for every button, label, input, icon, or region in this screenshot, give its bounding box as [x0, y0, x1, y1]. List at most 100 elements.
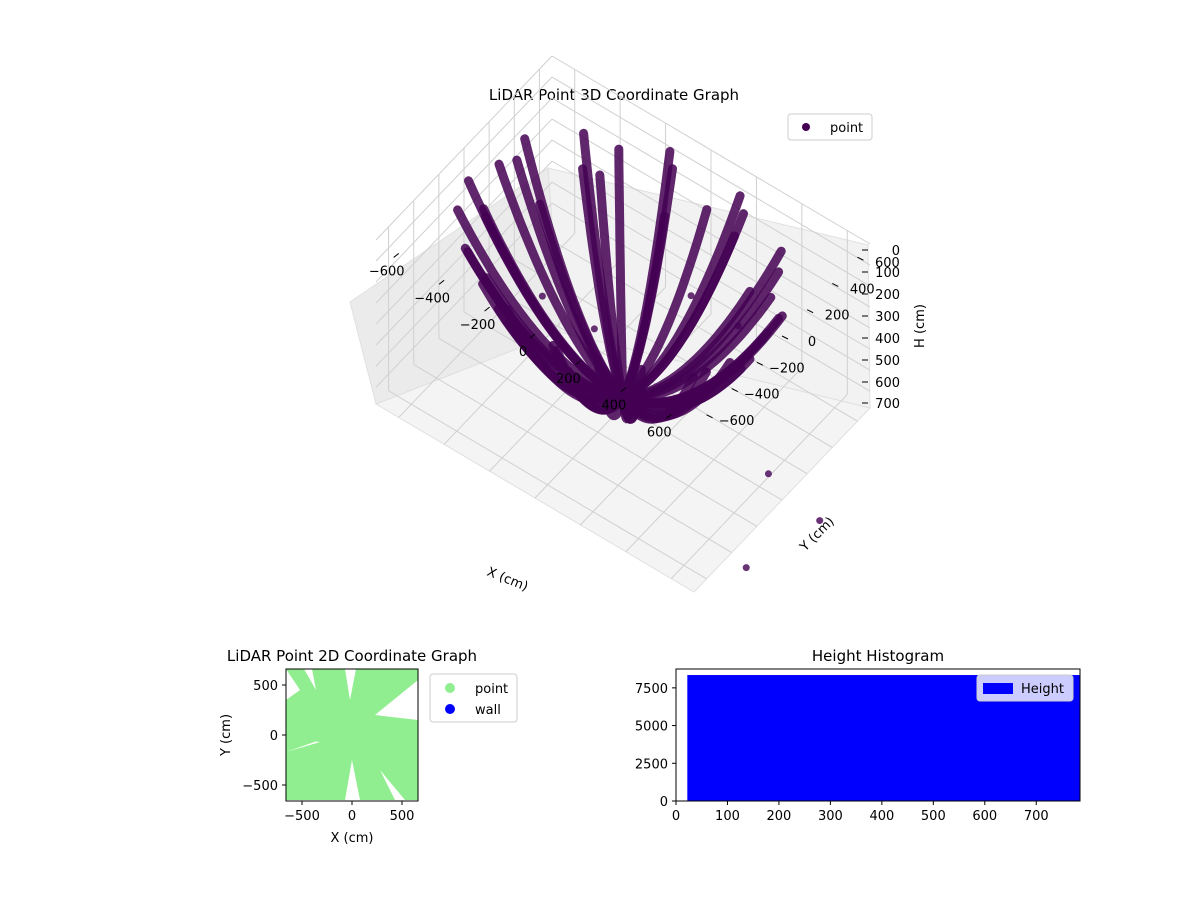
legend-3d: point — [787, 113, 873, 141]
x-tick-3d — [484, 306, 490, 312]
point-arm — [618, 286, 755, 403]
outlier-point — [687, 292, 695, 300]
x-tick-label-2d: −500 — [284, 809, 320, 824]
z-axis-3d: 0 100 200 300 400 500 600 700 — [862, 244, 900, 412]
y-tick-label-3d: −200 — [769, 361, 805, 376]
z-tick-label-3d: 100 — [875, 266, 900, 281]
legend-2d-point-label: point — [475, 682, 508, 697]
outlier-point — [590, 325, 598, 333]
x-tick-label-hist: 0 — [672, 809, 680, 824]
point-arm — [618, 358, 735, 421]
y-tick-label-3d: 200 — [825, 309, 850, 324]
y-tick-label-2d: 0 — [270, 729, 278, 744]
chart-2d: LiDAR Point 2D Coordinate Graph −500 0 500… — [219, 647, 518, 846]
x-tick-label-hist: 200 — [767, 809, 792, 824]
grid-line — [375, 181, 553, 367]
z-tick-label-3d: 200 — [875, 288, 900, 303]
z-tick-label-3d: 300 — [875, 310, 900, 325]
y-tick-3d — [832, 282, 839, 287]
legend-3d-point-marker — [802, 123, 810, 131]
point-arm — [618, 354, 755, 414]
x-axis-label-3d: X (cm) — [485, 565, 530, 595]
z-tick-label-3d: 400 — [875, 332, 900, 347]
z-tick-label-3d: 500 — [875, 354, 900, 369]
x-tick-label-3d: 400 — [601, 399, 626, 414]
point-arm — [618, 364, 646, 424]
y-tick-label-hist: 5000 — [635, 720, 668, 735]
histogram-frame — [675, 668, 1081, 802]
y-tick-3d — [756, 361, 764, 366]
grid-line — [551, 55, 871, 245]
x-tick-label-3d: −400 — [414, 291, 450, 306]
y-tick-label-3d: 0 — [808, 335, 816, 350]
legend-histogram: Height — [976, 674, 1074, 702]
x-tick-label-hist: 300 — [818, 809, 843, 824]
y-tick-label-3d: 400 — [850, 282, 875, 297]
y-tick-label-hist: 7500 — [635, 682, 668, 697]
grid-line — [551, 97, 871, 287]
grid-line — [413, 364, 732, 554]
legend-histogram-box — [976, 674, 1074, 702]
x-tick-label-3d: 200 — [556, 372, 581, 387]
legend-histogram-swatch — [983, 683, 1013, 694]
x-tick-3d — [665, 414, 672, 419]
x-tick-label-2d: 500 — [390, 809, 415, 824]
x-tick-label-hist: 700 — [1024, 809, 1049, 824]
x-tick-label-3d: 600 — [647, 426, 672, 441]
y-axis-label-2d: Y (cm) — [219, 714, 234, 757]
grid-line — [375, 118, 553, 304]
z-tick-label-3d: 0 — [892, 244, 900, 259]
chart-2d-point-area — [286, 669, 418, 800]
point-cloud — [453, 128, 824, 572]
y-tick-3d — [731, 388, 738, 393]
x-tick-3d — [575, 360, 581, 366]
y-tick-3d — [806, 309, 814, 314]
histogram-ticks: 0 100 200 300 400 500 600 700 0 2500 5000 7500 — [635, 682, 1049, 824]
x-tick-label-hist: 400 — [869, 809, 894, 824]
grid-line — [375, 76, 553, 262]
z-tick-label-3d: 700 — [875, 397, 900, 412]
y-tick-label-3d: 600 — [875, 256, 900, 271]
grid-line — [551, 118, 871, 308]
y-tick-label-hist: 2500 — [635, 757, 668, 772]
legend-2d: point wall — [429, 673, 518, 723]
y-tick-3d — [706, 414, 713, 419]
y-tick-3d — [857, 256, 864, 261]
point-arm — [593, 356, 628, 421]
legend-2d-wall-marker — [445, 704, 455, 714]
grid-line — [375, 55, 553, 241]
y-tick-label-2d: 500 — [253, 679, 278, 694]
chart-2d-title: LiDAR Point 2D Coordinate Graph — [227, 647, 477, 665]
grid-line — [388, 390, 707, 580]
grid-line — [551, 139, 871, 329]
x-axis-label-2d: X (cm) — [331, 831, 374, 846]
point-coverage-area — [286, 669, 418, 800]
legend-2d-wall-label: wall — [475, 703, 501, 718]
chart-3d: LiDAR Point 3D Coordinate Graph −600 −400… — [349, 55, 928, 595]
x-axis-3d: −600 −400 −200 0 200 400 600 — [369, 253, 672, 441]
y-tick-3d — [781, 335, 789, 340]
z-tick-label-3d: 600 — [875, 376, 900, 391]
x-tick-label-3d: −200 — [460, 318, 496, 333]
point-arm — [578, 164, 628, 403]
x-tick-label-3d: 0 — [519, 345, 527, 360]
grid-line — [551, 76, 871, 266]
chart-histogram: Height Histogram 0 100 200 300 400 500 600 7000… — [635, 647, 1081, 824]
y-tick-label-hist: 0 — [660, 795, 668, 810]
y-tick-label-3d: −600 — [719, 414, 755, 429]
legend-histogram-label: Height — [1021, 682, 1064, 697]
outlier-point — [742, 564, 750, 572]
legend-3d-point-label: point — [830, 121, 863, 136]
y-tick-label-3d: −400 — [744, 388, 780, 403]
x-tick-3d — [393, 253, 400, 258]
legend-3d-box — [787, 113, 873, 141]
outlier-point — [734, 322, 742, 330]
x-tick-label-hist: 100 — [715, 809, 740, 824]
grid-line — [438, 337, 758, 527]
x-tick-3d — [620, 387, 627, 393]
outlier-point — [538, 292, 546, 300]
chart-3d-title: LiDAR Point 3D Coordinate Graph — [489, 86, 739, 104]
x-tick-label-3d: −600 — [369, 264, 405, 279]
x-tick-label-hist: 500 — [921, 809, 946, 824]
